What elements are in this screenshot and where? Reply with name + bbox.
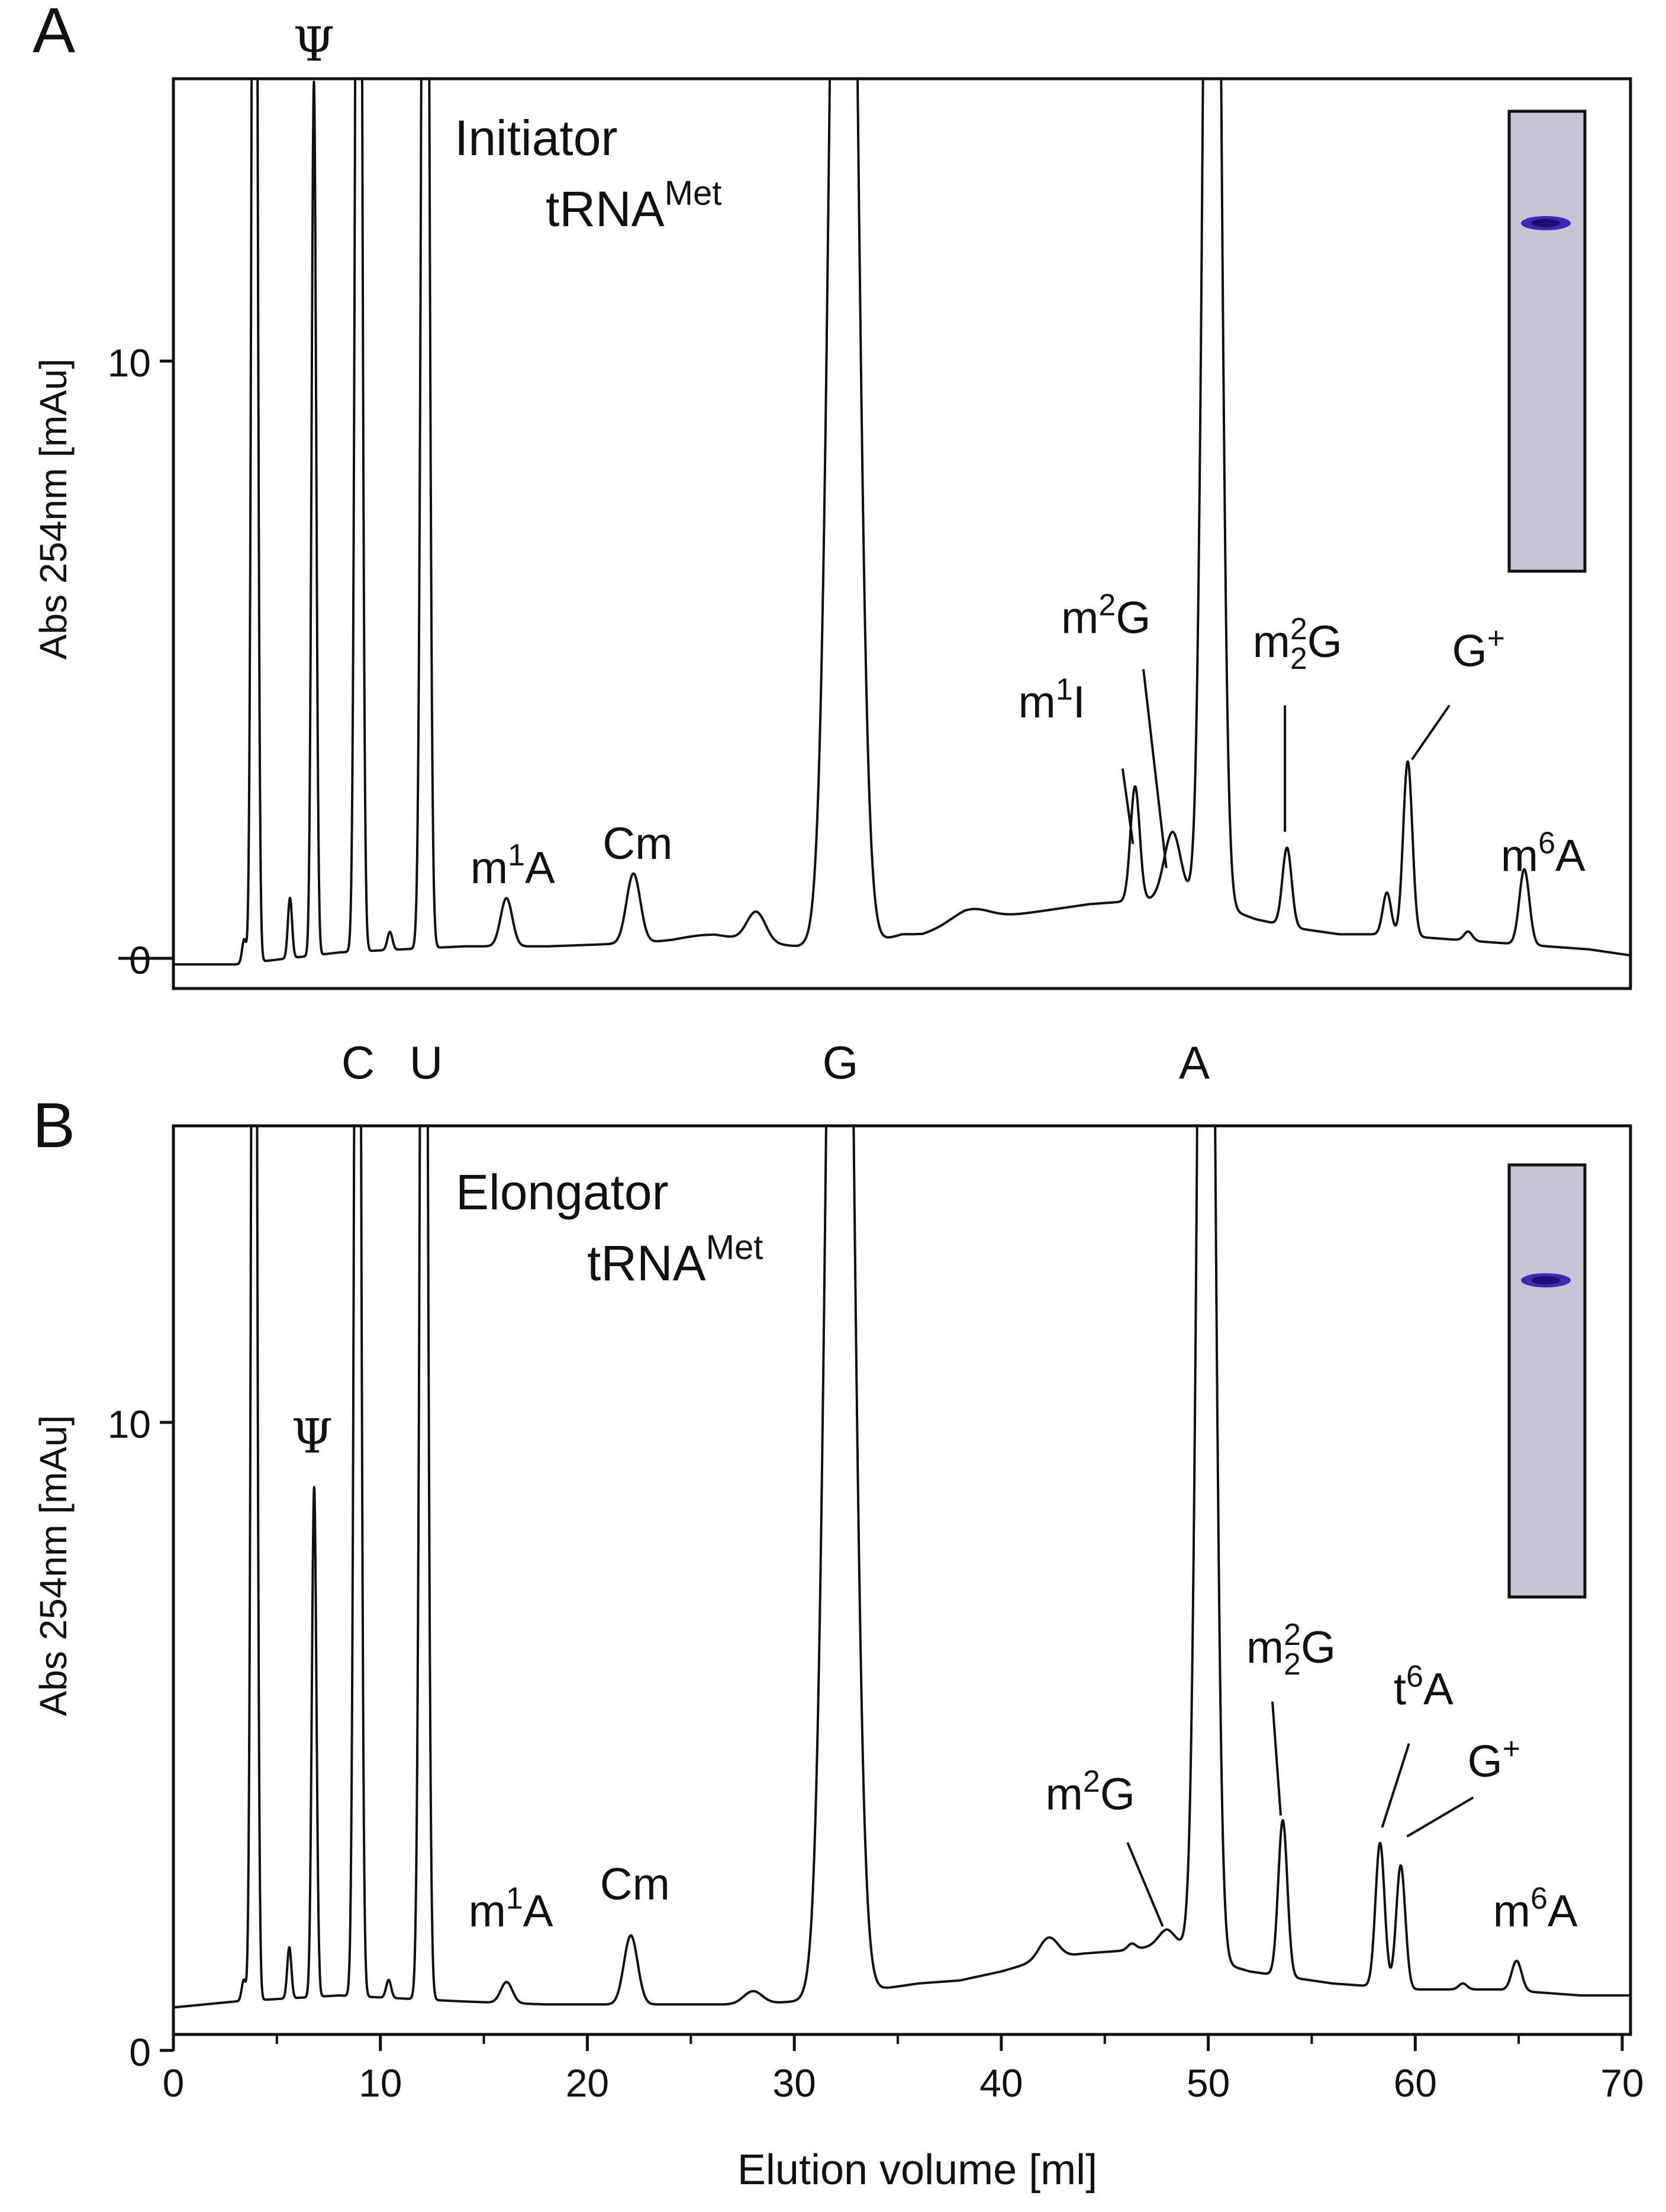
peak-label: Cm: [602, 819, 672, 869]
x-tick-label: 50: [1187, 2061, 1230, 2105]
x-tick-label: 10: [359, 2061, 402, 2105]
peak-label: m6A: [1501, 826, 1586, 881]
peak-label: m1A: [469, 1882, 553, 1937]
panel-a: A Abs 254nm [mAu] 0 10 Initiator tRNAMet…: [32, 0, 1632, 990]
peak-label: Ψ: [291, 1409, 333, 1464]
x-tick-label: 40: [979, 2061, 1023, 2105]
panel-a-label: A: [33, 0, 75, 66]
panel-b-title-line2: tRNAMet: [587, 1228, 763, 1291]
leader-line: [1121, 768, 1135, 844]
x-tick-label: 20: [566, 2061, 609, 2105]
leader-line: [1126, 1842, 1164, 1927]
leader-line: [1381, 1743, 1410, 1828]
peak-label: G+: [1467, 1731, 1520, 1786]
peak-label: Ψ: [293, 17, 334, 72]
leader-line: [1142, 669, 1168, 868]
peak-label: Cm: [600, 1859, 670, 1910]
x-axis: 0 10 20 30 40 50 60 70: [163, 2034, 1644, 2105]
under-axis-label-a: A: [1179, 1036, 1210, 1089]
peak-label: t6A: [1394, 1660, 1454, 1715]
panel-a-frame: [172, 77, 1632, 990]
panel-b-title-line1: Elongator: [456, 1164, 669, 1220]
under-axis-label-u: U: [410, 1036, 443, 1089]
peak-label: m2 2G: [1253, 612, 1342, 676]
panel-b-frame: [172, 1124, 1632, 2036]
peak-label: m1A: [471, 838, 555, 893]
panel-a-gel-inset: [1507, 110, 1587, 573]
x-tick-label: 70: [1600, 2061, 1644, 2105]
x-tick-label: 30: [772, 2061, 816, 2105]
panel-a-title-line2: tRNAMet: [546, 174, 721, 237]
x-tick-label: 60: [1394, 2061, 1437, 2105]
panel-a-ytick-0: 0: [129, 938, 151, 982]
peak-label: m1I: [1019, 672, 1085, 727]
leader-line: [1406, 1796, 1474, 1838]
panel-b: B Abs 254nm [mAu] 0 10 Elongator tRNAMet…: [32, 1089, 1644, 2194]
panel-a-ytick-10: 10: [108, 341, 151, 385]
panel-b-gel-inset: [1507, 1163, 1587, 1599]
leader-line: [1271, 1701, 1282, 1816]
peak-label: G+: [1452, 621, 1505, 676]
panel-b-ylabel: Abs 254nm [mAu]: [32, 1415, 75, 1717]
panel-b-label: B: [33, 1089, 75, 1161]
panel-b-trace: [173, 1126, 1630, 2009]
panel-a-title-line1: Initiator: [455, 110, 617, 166]
panel-b-ytick-0: 0: [129, 2030, 151, 2074]
leader-line: [1411, 704, 1451, 761]
peak-label: m6A: [1493, 1882, 1578, 1937]
peak-label: m2G: [1061, 588, 1151, 643]
panel-a-ylabel: Abs 254nm [mAu]: [32, 359, 75, 660]
under-axis-label-c: C: [341, 1036, 375, 1089]
under-axis-label-g: G: [823, 1036, 859, 1089]
x-axis-label: Elution volume [ml]: [737, 2146, 1097, 2194]
panel-b-ytick-10: 10: [108, 1402, 151, 1446]
x-tick-label: 0: [163, 2061, 185, 2105]
panel-a-trace: [173, 79, 1630, 966]
peak-label: m2 2G: [1246, 1618, 1336, 1682]
peak-label: m2G: [1046, 1765, 1135, 1820]
